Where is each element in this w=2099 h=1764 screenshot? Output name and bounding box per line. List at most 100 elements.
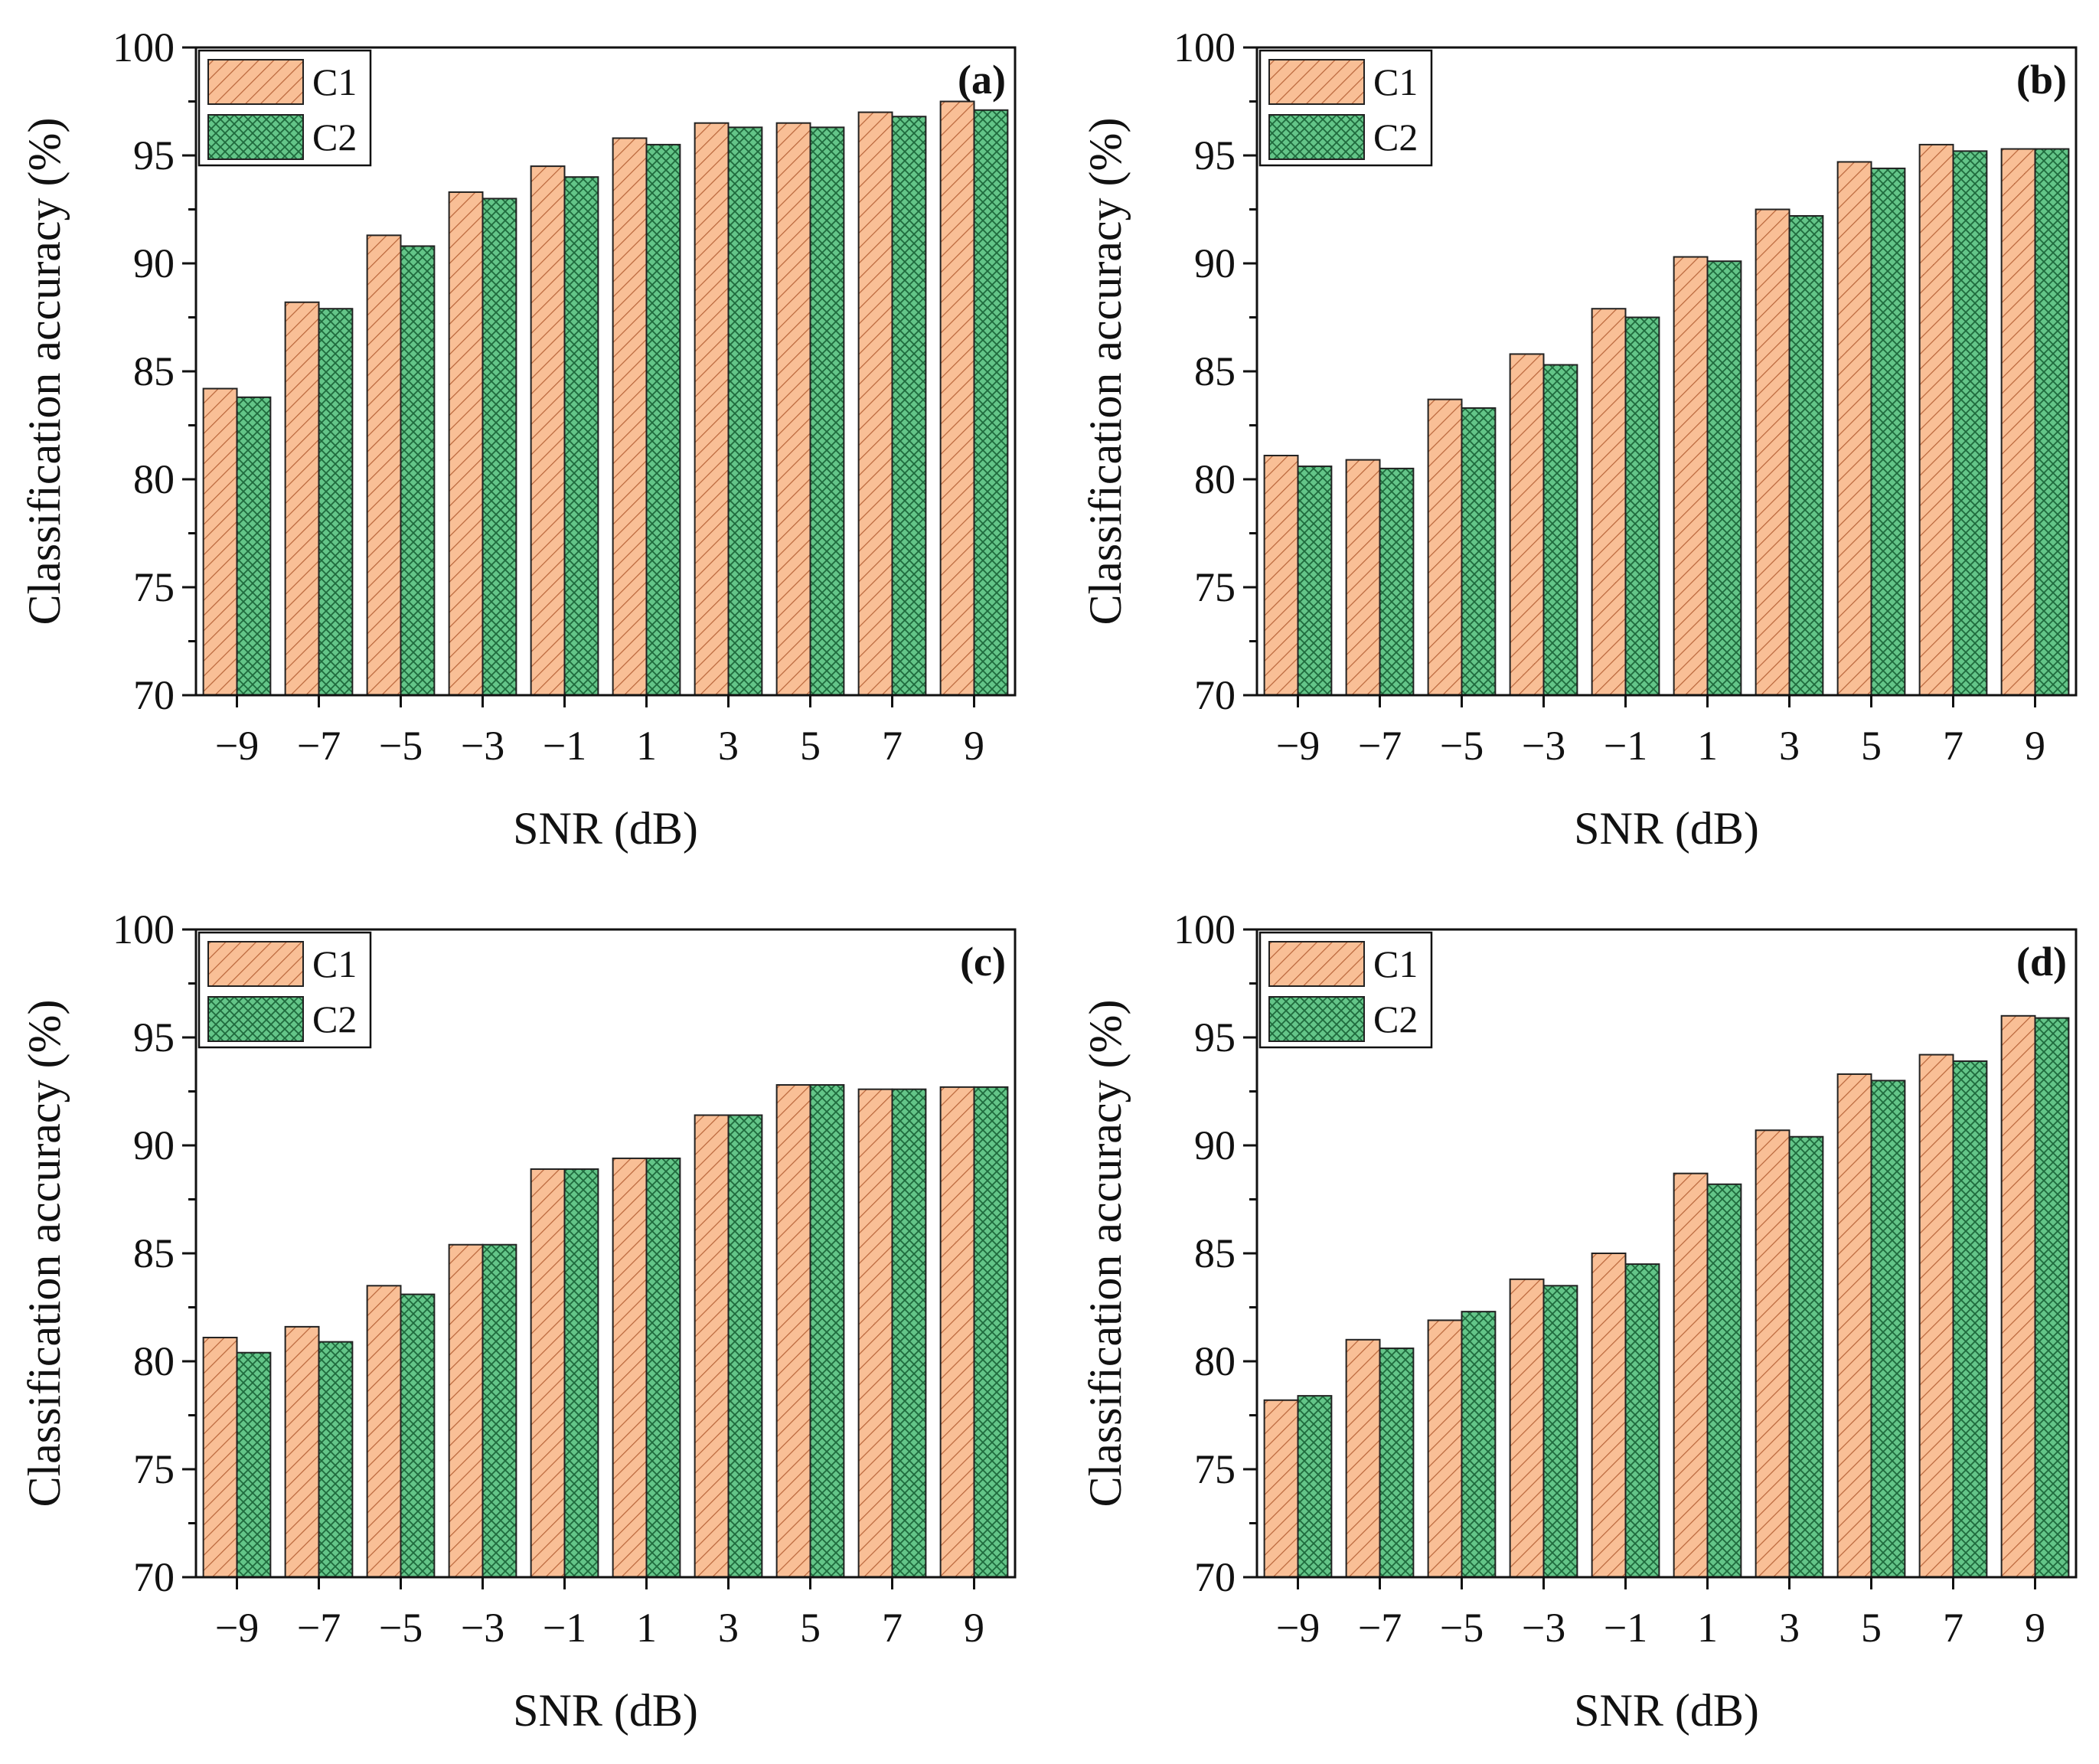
bar-c2-c-9 [973, 1086, 1009, 1578]
y-tick-label-d-75: 75 [1194, 1446, 1236, 1492]
bar-c1-a-0 [202, 387, 238, 696]
legend-label-c2-d: C2 [1373, 998, 1418, 1040]
bar-c2-b-4 [1624, 316, 1660, 696]
y-axis-title-c: Classification accuracy (%) [19, 999, 70, 1507]
y-tick-label-a-95: 95 [133, 132, 175, 178]
legend-swatch-c1-a [207, 59, 304, 105]
x-tick-label-d-9: 9 [2025, 1605, 2045, 1651]
y-tick-label-c-80: 80 [133, 1338, 175, 1384]
x-tick-label-d-4: −1 [1604, 1605, 1647, 1651]
y-tick-label-a-100: 100 [113, 24, 175, 70]
bar-c2-b-1 [1379, 467, 1415, 697]
bar-c1-d-4 [1591, 1253, 1627, 1578]
legend-label-c1-d: C1 [1373, 942, 1418, 985]
legend-label-c2-c: C2 [312, 998, 357, 1040]
y-tick-label-c-100: 100 [113, 906, 175, 952]
chart-panel-d: 70 75 80 85 90 95 100 −9 −7 −5 −3 −1 1 3 5 7 9 SNR (dB) Cl… [1080, 906, 2078, 1736]
bar-c2-d-9 [2034, 1017, 2070, 1578]
x-tick-label-c-8: 7 [882, 1605, 903, 1651]
bar-c1-b-7 [1836, 161, 1872, 696]
x-axis-title-a: SNR (dB) [513, 803, 698, 854]
x-tick-label-a-5: 1 [636, 723, 657, 769]
bar-c1-c-7 [775, 1084, 811, 1579]
x-tick-label-a-2: −5 [379, 723, 423, 769]
x-tick-label-b-4: −1 [1604, 723, 1647, 769]
x-tick-label-d-1: −7 [1358, 1605, 1402, 1651]
legend-swatch-c1-c [207, 941, 304, 987]
x-tick-label-c-7: 5 [800, 1605, 821, 1651]
x-axis-title-c: SNR (dB) [513, 1685, 698, 1736]
bar-c2-a-7 [809, 126, 845, 696]
x-tick-label-b-0: −9 [1276, 723, 1320, 769]
bar-c1-a-9 [939, 100, 975, 696]
x-tick-label-b-5: 1 [1697, 723, 1718, 769]
bar-c1-c-6 [694, 1114, 730, 1578]
y-tick-label-b-95: 95 [1194, 132, 1236, 178]
bar-c1-a-4 [530, 165, 566, 697]
y-tick-label-a-85: 85 [133, 348, 175, 394]
bar-c2-d-2 [1461, 1311, 1497, 1578]
bar-c1-a-5 [612, 137, 648, 696]
y-axis-title-d: Classification accuracy (%) [1080, 999, 1131, 1507]
y-axis-title-a: Classification accuracy (%) [19, 117, 70, 625]
x-tick-label-d-6: 3 [1779, 1605, 1800, 1651]
bar-c1-c-4 [530, 1168, 566, 1578]
y-tick-label-c-75: 75 [133, 1446, 175, 1492]
bar-c2-a-8 [891, 116, 927, 697]
bar-c1-b-1 [1345, 459, 1381, 696]
x-tick-label-b-8: 7 [1943, 723, 1964, 769]
x-tick-label-d-7: 5 [1861, 1605, 1882, 1651]
x-axis-title-b: SNR (dB) [1574, 803, 1759, 854]
panel-label-c: (c) [960, 939, 1006, 985]
legend-swatch-c2-d [1268, 996, 1365, 1042]
bar-c2-d-4 [1624, 1263, 1660, 1578]
bar-c2-c-2 [400, 1293, 436, 1578]
panel-label-d: (d) [2016, 939, 2067, 985]
legend-swatch-c2-a [207, 114, 304, 160]
bar-c1-d-3 [1509, 1278, 1545, 1578]
bar-c1-b-5 [1673, 256, 1709, 697]
bar-c1-b-6 [1755, 208, 1791, 696]
x-axis-title-d: SNR (dB) [1574, 1685, 1759, 1736]
x-tick-label-c-3: −3 [461, 1605, 504, 1651]
bar-c2-b-3 [1542, 364, 1578, 696]
chart-panel-a: 70 75 80 85 90 95 100 −9 −7 −5 −3 −1 1 3 5 7 9 SNR (dB) Cl… [19, 24, 1017, 854]
chart-panel-b: 70 75 80 85 90 95 100 −9 −7 −5 −3 −1 1 3 5 7 9 SNR (dB) Cl… [1080, 24, 2078, 854]
bar-c2-a-1 [318, 308, 354, 696]
bar-c1-b-9 [2000, 148, 2036, 697]
bar-c1-a-1 [284, 301, 320, 696]
y-tick-label-b-90: 90 [1194, 240, 1236, 286]
x-tick-label-b-3: −3 [1522, 723, 1565, 769]
x-tick-label-c-0: −9 [215, 1605, 259, 1651]
y-tick-label-a-70: 70 [133, 672, 175, 718]
x-tick-label-a-0: −9 [215, 723, 259, 769]
legend-label-c1-b: C1 [1373, 60, 1418, 103]
x-tick-label-b-2: −5 [1440, 723, 1484, 769]
bar-c2-c-8 [891, 1088, 927, 1579]
bar-c1-b-3 [1509, 353, 1545, 696]
bar-c2-c-6 [727, 1114, 763, 1578]
x-tick-label-b-7: 5 [1861, 723, 1882, 769]
x-tick-label-a-7: 5 [800, 723, 821, 769]
legend-swatch-c2-b [1268, 114, 1365, 160]
y-tick-label-d-90: 90 [1194, 1122, 1236, 1168]
x-tick-label-c-1: −7 [297, 1605, 341, 1651]
bar-c1-a-8 [857, 111, 893, 697]
x-tick-label-c-2: −5 [379, 1605, 423, 1651]
bar-c2-a-3 [481, 198, 517, 696]
bar-c1-c-8 [857, 1088, 893, 1579]
bar-c1-a-7 [775, 122, 811, 696]
bar-c1-c-5 [612, 1157, 648, 1579]
bar-c1-a-2 [366, 234, 402, 696]
bar-c1-d-6 [1755, 1129, 1791, 1578]
bar-c1-d-1 [1345, 1338, 1381, 1579]
x-tick-label-b-9: 9 [2025, 723, 2045, 769]
bar-c2-b-0 [1297, 466, 1333, 697]
bar-c2-d-8 [1952, 1060, 1988, 1578]
x-tick-label-c-6: 3 [718, 1605, 739, 1651]
bar-c2-a-9 [973, 109, 1009, 696]
x-tick-label-c-4: −1 [543, 1605, 586, 1651]
